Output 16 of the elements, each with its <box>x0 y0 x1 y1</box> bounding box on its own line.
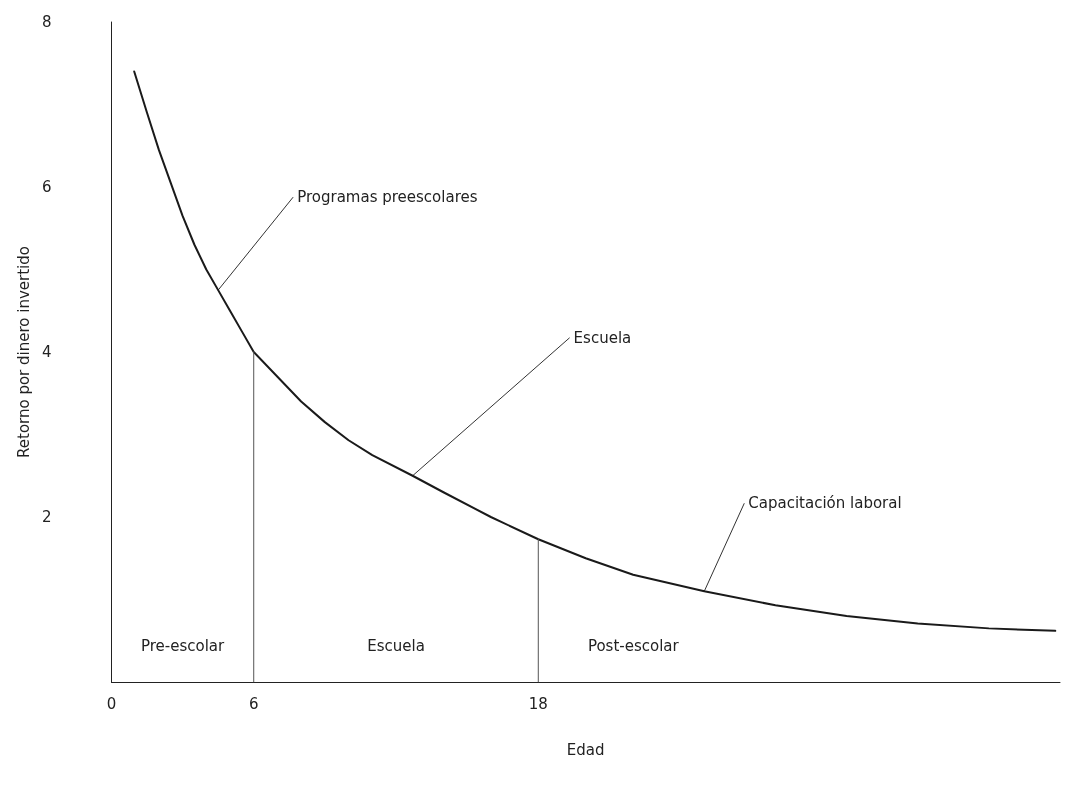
annotation: Programas preescolares <box>297 188 478 207</box>
annotation: Escuela <box>367 637 425 655</box>
x-axis-title: Edad <box>566 740 605 759</box>
annotation: Post-escolar <box>587 637 680 655</box>
y-tick-label: 4 <box>41 343 52 361</box>
annotation: Escuela <box>573 328 632 347</box>
x-tick-label: 0 <box>106 694 117 713</box>
x-tick-label: 18 <box>528 694 548 713</box>
y-axis-title: Retorno por dinero invertido <box>14 246 33 458</box>
annotation: Pre-escolar <box>140 637 226 655</box>
x-tick-label: 6 <box>248 694 259 713</box>
y-tick-label: 6 <box>41 178 52 196</box>
y-tick-label: 8 <box>41 13 52 31</box>
annotation: Capacitación laboral <box>748 494 902 513</box>
line-series <box>133 70 1057 632</box>
y-tick-label: 2 <box>41 508 52 526</box>
